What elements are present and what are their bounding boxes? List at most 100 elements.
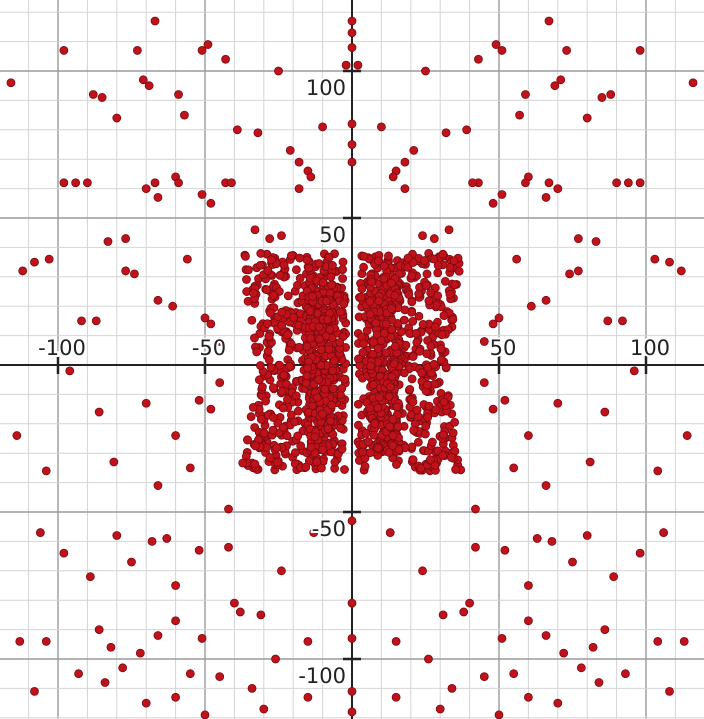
- cluster-point: [387, 304, 396, 313]
- cluster-point: [266, 363, 276, 372]
- data-point: [141, 698, 151, 708]
- cluster-point: [279, 260, 289, 270]
- cluster-point: [338, 257, 348, 267]
- cluster-point: [301, 378, 311, 388]
- data-point: [180, 110, 189, 120]
- cluster-point: [269, 291, 278, 300]
- data-point: [18, 266, 28, 276]
- data-point: [347, 157, 357, 167]
- tick-label: -100: [38, 336, 86, 360]
- data-point: [524, 581, 533, 590]
- data-point: [653, 466, 663, 476]
- cluster-point: [429, 359, 439, 369]
- cluster-point: [337, 444, 347, 454]
- data-point: [479, 378, 489, 388]
- data-point: [550, 81, 560, 91]
- cluster-point: [324, 252, 334, 262]
- data-point: [347, 686, 357, 696]
- data-point: [553, 698, 563, 708]
- data-point: [59, 46, 69, 55]
- data-point: [100, 678, 110, 687]
- data-point: [41, 636, 51, 646]
- data-point: [544, 178, 554, 188]
- data-point: [376, 122, 386, 132]
- cluster-point: [290, 448, 300, 458]
- cluster-point: [268, 383, 278, 393]
- cluster-point: [246, 412, 256, 422]
- data-point: [659, 528, 669, 537]
- data-point: [185, 669, 195, 679]
- cluster-point: [291, 391, 301, 401]
- data-point: [429, 234, 439, 243]
- cluster-point: [379, 274, 389, 284]
- data-point: [206, 198, 216, 208]
- cluster-point: [255, 361, 265, 370]
- data-point: [512, 254, 522, 264]
- cluster-point: [318, 278, 328, 287]
- data-point: [424, 654, 433, 664]
- cluster-point: [375, 392, 384, 402]
- data-point: [418, 566, 427, 576]
- data-point: [74, 669, 83, 679]
- tick-label: -50: [192, 336, 226, 360]
- data-point: [6, 78, 16, 88]
- data-point: [203, 40, 213, 49]
- cluster-point: [360, 461, 370, 471]
- cluster-point: [238, 458, 248, 468]
- cluster-point: [387, 278, 396, 288]
- data-point: [150, 178, 160, 188]
- cluster-point: [294, 342, 304, 352]
- cluster-point: [354, 354, 363, 364]
- cluster-point: [325, 325, 335, 335]
- data-point: [112, 113, 122, 123]
- data-point: [30, 257, 39, 267]
- cluster-point: [259, 428, 269, 438]
- data-point: [65, 366, 75, 376]
- data-point: [606, 90, 616, 99]
- data-point: [488, 404, 498, 414]
- cluster-point: [249, 288, 258, 298]
- cluster-point: [436, 344, 446, 354]
- data-point: [444, 225, 454, 235]
- cluster-point: [408, 352, 418, 361]
- data-point: [285, 145, 295, 155]
- cluster-point: [367, 277, 376, 287]
- cluster-point: [285, 361, 294, 371]
- data-point: [141, 398, 151, 408]
- data-point: [118, 663, 128, 673]
- data-point: [12, 431, 22, 440]
- cluster-point: [358, 447, 368, 457]
- data-point: [206, 404, 216, 414]
- cluster-point: [268, 413, 278, 422]
- cluster-point: [289, 313, 298, 322]
- cluster-point: [392, 402, 402, 412]
- data-point: [556, 75, 566, 85]
- data-point: [127, 557, 136, 567]
- data-point: [524, 692, 533, 702]
- data-point: [573, 266, 583, 276]
- cluster-point: [390, 290, 400, 300]
- data-point: [197, 190, 207, 199]
- cluster-point: [365, 297, 375, 306]
- data-point: [153, 481, 163, 490]
- data-point: [35, 528, 45, 537]
- cluster-point: [326, 272, 336, 282]
- data-point: [500, 395, 510, 405]
- data-point: [94, 407, 104, 417]
- data-point: [347, 707, 357, 717]
- data-point: [347, 634, 357, 643]
- data-point: [582, 113, 592, 123]
- cluster-point: [408, 397, 418, 407]
- data-point: [347, 119, 357, 129]
- cluster-point: [373, 344, 383, 353]
- data-point: [462, 125, 472, 135]
- data-point: [494, 710, 504, 719]
- data-point: [109, 457, 119, 467]
- data-point: [229, 598, 239, 608]
- data-point: [309, 528, 319, 537]
- cluster-point: [390, 342, 400, 351]
- cluster-point: [448, 315, 458, 324]
- data-point: [215, 672, 225, 682]
- data-point: [215, 337, 225, 346]
